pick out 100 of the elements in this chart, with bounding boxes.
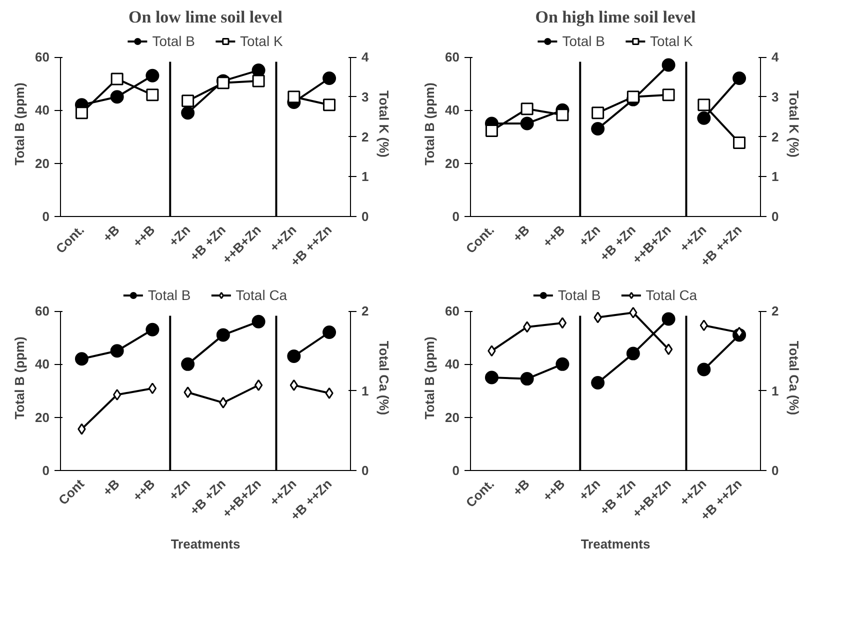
point [558, 317, 567, 329]
x-tick-label: +B [100, 222, 122, 245]
point [592, 106, 604, 120]
y-tick-label: 40 [445, 356, 460, 372]
point [181, 357, 195, 371]
y2-tick-label: 2 [362, 304, 369, 319]
y-tick-label: 60 [35, 304, 50, 319]
y-axis-title: Total B (ppm) [12, 82, 28, 166]
x-tick-label: ++B [130, 222, 158, 250]
y-tick-label: 20 [445, 156, 460, 171]
y-tick-label: 60 [35, 50, 50, 65]
y2-tick-label: 3 [362, 89, 369, 104]
point [662, 312, 676, 326]
point [113, 388, 122, 400]
x-tick-label: +Zn [166, 476, 194, 504]
point [216, 76, 230, 90]
point [322, 326, 336, 340]
y-tick-label: 60 [445, 304, 460, 319]
point [110, 72, 124, 86]
point [78, 423, 86, 435]
point [252, 314, 266, 328]
point [662, 58, 676, 72]
point [662, 88, 675, 102]
y-tick-label: 40 [445, 102, 460, 118]
y2-tick-label: 3 [772, 89, 779, 104]
y2-tick-label: 2 [772, 304, 779, 319]
y-axis-title: Total B (ppm) [422, 336, 438, 420]
point [325, 387, 334, 399]
chart-title: On high lime soil level [535, 8, 696, 26]
x-tick-label: ++B [130, 476, 158, 504]
y-axis-title: Total B (ppm) [422, 82, 438, 166]
y2-axis-title: Total K (%) [376, 90, 392, 158]
point [697, 111, 711, 125]
legend-label: Total B [562, 33, 605, 49]
point [520, 116, 534, 130]
point [216, 328, 230, 342]
y-tick-label: 0 [452, 463, 460, 478]
y-tick-label: 20 [35, 156, 50, 171]
y2-tick-label: 1 [362, 169, 369, 184]
point [288, 90, 300, 104]
point [591, 376, 605, 390]
point [74, 352, 88, 366]
y-tick-label: 60 [445, 50, 460, 65]
point [698, 98, 710, 112]
x-tick-label: ++B [540, 476, 568, 504]
y2-tick-label: 4 [362, 50, 370, 65]
y-tick-label: 40 [35, 356, 50, 372]
x-tick-label: +Zn [576, 222, 604, 250]
point [323, 98, 336, 112]
y-axis-title: Total B (ppm) [12, 336, 28, 420]
y2-tick-label: 1 [772, 169, 779, 184]
y2-tick-label: 2 [362, 129, 369, 144]
point [700, 320, 708, 332]
point [523, 321, 532, 333]
point [488, 345, 496, 357]
y-tick-label: 0 [42, 463, 50, 478]
x-tick-label: +B [100, 476, 122, 499]
point [254, 379, 263, 391]
point [485, 124, 498, 138]
point [146, 322, 160, 336]
point [697, 362, 711, 376]
y2-tick-label: 0 [362, 463, 369, 478]
y2-tick-label: 1 [362, 383, 369, 398]
point [484, 370, 498, 384]
point [148, 382, 157, 394]
point [629, 306, 638, 318]
legend-label: Total K [650, 33, 693, 49]
point [626, 90, 640, 104]
y-tick-label: 40 [35, 102, 50, 118]
point [287, 349, 301, 363]
point [520, 372, 534, 386]
point [75, 106, 88, 120]
point [146, 88, 159, 102]
point [556, 357, 570, 371]
point [733, 136, 746, 149]
legend-label: Total B [148, 287, 191, 303]
y2-axis-title: Total Ca (%) [376, 340, 392, 416]
chart-title: On low lime soil level [128, 8, 283, 26]
point [146, 68, 160, 82]
x-tick-label: +Zn [166, 222, 194, 250]
y-tick-label: 20 [445, 410, 460, 425]
legend-label: Total K [240, 33, 283, 49]
x-axis-title: Treatments [580, 536, 650, 552]
y2-tick-label: 4 [772, 50, 780, 65]
legend-label: Total Ca [236, 287, 288, 303]
x-tick-label: +B [510, 222, 532, 245]
y2-axis-title: Total Ca (%) [786, 340, 802, 416]
legend-label: Total Ca [646, 287, 698, 303]
point [322, 72, 336, 86]
x-tick-label: ++B [540, 222, 568, 250]
point [110, 90, 124, 104]
point [182, 94, 194, 108]
y2-tick-label: 0 [362, 209, 369, 224]
y2-tick-label: 0 [772, 463, 779, 478]
legend-label: Total B [152, 33, 195, 49]
y2-tick-label: 0 [772, 209, 779, 224]
y-tick-label: 0 [42, 209, 50, 224]
point [219, 396, 228, 408]
y2-axis-title: Total K (%) [786, 90, 802, 158]
point [626, 346, 640, 360]
